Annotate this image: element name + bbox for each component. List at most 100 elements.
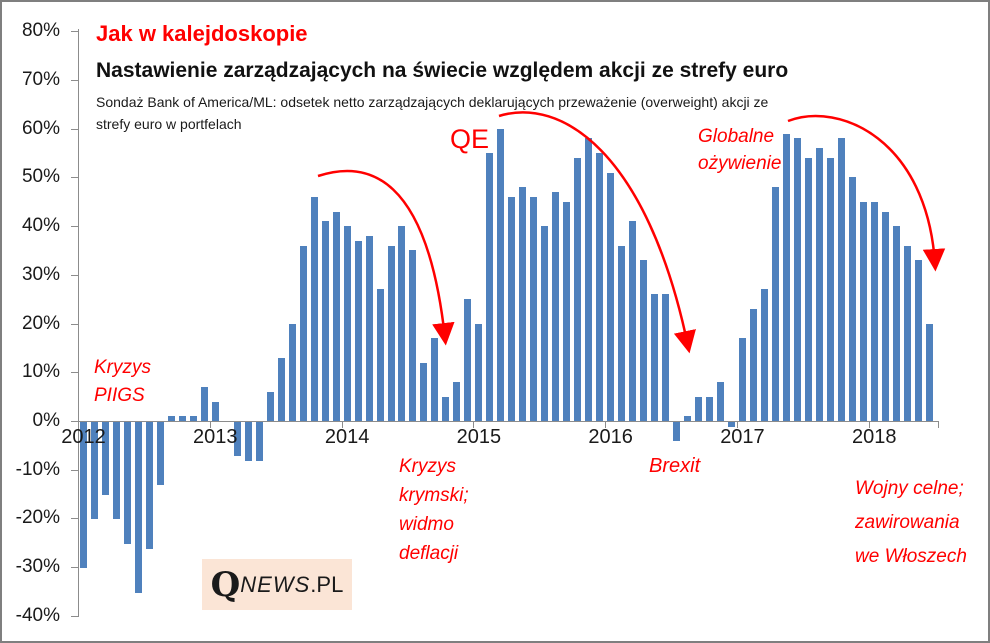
- chart-description-line: strefy euro w portfelach: [96, 116, 242, 132]
- bar: [101, 422, 109, 496]
- bar: [365, 235, 373, 421]
- annotation-wojny-celne: Wojny celne; zawirowania we Włoszech: [855, 472, 967, 574]
- bar: [793, 138, 801, 421]
- x-axis-year-label: 2015: [456, 426, 502, 448]
- bar: [178, 416, 186, 421]
- y-axis-label: 30%: [21, 263, 60, 285]
- bar: [607, 172, 615, 421]
- bar: [859, 201, 867, 421]
- bar: [815, 148, 823, 421]
- bar: [145, 422, 153, 549]
- bar: [541, 226, 549, 421]
- y-axis-tick: [71, 274, 78, 276]
- y-axis-label: 50%: [21, 166, 60, 188]
- bar: [870, 201, 878, 421]
- y-axis-tick: [71, 567, 78, 569]
- x-axis-tick: [473, 421, 475, 428]
- y-axis-tick: [71, 421, 78, 422]
- x-axis-year-label: 2012: [61, 426, 106, 448]
- annotation-line: zawirowania: [855, 512, 960, 533]
- arrow-brexit: [498, 111, 696, 354]
- bar: [310, 196, 318, 421]
- bar: [618, 245, 626, 421]
- y-axis-label: 80%: [21, 20, 60, 42]
- y-axis-tick: [71, 31, 78, 33]
- y-axis-label: -10%: [15, 458, 60, 480]
- annotation-line: widmo: [399, 514, 454, 535]
- bar: [156, 422, 164, 486]
- y-axis-line: [78, 29, 79, 617]
- bar: [90, 422, 98, 520]
- bar: [442, 396, 450, 421]
- bar: [629, 221, 637, 421]
- y-axis-label: -20%: [15, 507, 60, 529]
- bar: [288, 323, 296, 421]
- chart-description-line: Sondaż Bank of America/ML: odsetek netto…: [96, 94, 769, 110]
- annotation-line: PIIGS: [94, 385, 145, 406]
- bar: [475, 323, 483, 421]
- bar: [486, 153, 494, 421]
- x-axis-tick: [605, 421, 607, 428]
- bar: [211, 401, 219, 421]
- x-axis-line: [78, 421, 939, 422]
- bar: [321, 221, 329, 421]
- y-axis-label: 70%: [21, 68, 60, 90]
- bar: [782, 133, 790, 421]
- chart-description: Sondaż Bank of America/ML: odsetek netto…: [96, 91, 768, 135]
- bar: [684, 416, 692, 421]
- y-axis-label: 10%: [21, 361, 60, 383]
- x-axis-tick: [938, 421, 939, 428]
- annotation-line: we Włoszech: [855, 546, 967, 567]
- annotation-line: Wojny celne;: [855, 478, 964, 499]
- annotation-globalne-ozywienie: Globalne ożywienie: [698, 123, 781, 177]
- bar: [925, 323, 933, 421]
- qnews-logo-q: Q: [210, 564, 241, 605]
- annotation-line: Brexit: [649, 455, 701, 477]
- annotation-line: krymski;: [399, 485, 469, 506]
- annotation-line: ożywienie: [698, 153, 782, 174]
- annotation-line: QE: [450, 124, 490, 154]
- bar: [343, 226, 351, 421]
- bar: [376, 289, 384, 421]
- annotation-kryzys-piigs: Kryzys PIIGS: [94, 354, 151, 410]
- bar: [80, 422, 87, 569]
- bar: [189, 416, 197, 421]
- bar: [716, 382, 724, 421]
- y-axis-tick: [71, 226, 78, 228]
- annotation-line: deflacji: [399, 543, 459, 564]
- bar: [409, 250, 417, 421]
- qnews-logo-news: NEWS: [240, 571, 311, 597]
- bar: [585, 138, 593, 421]
- bar: [453, 382, 461, 421]
- bar: [673, 422, 681, 442]
- y-axis-tick: [71, 518, 78, 520]
- qnews-logo: Q NEWS .PL: [202, 559, 352, 610]
- y-axis-label: -30%: [15, 556, 60, 578]
- x-axis-year-label: 2018: [851, 426, 897, 448]
- bar: [596, 153, 604, 421]
- y-axis-tick: [71, 615, 78, 617]
- bar: [233, 422, 241, 457]
- bar: [727, 422, 735, 427]
- bar: [277, 357, 285, 421]
- bar: [574, 157, 582, 421]
- annotation-qe: QE: [450, 124, 489, 154]
- annotation-kryzys-krymski: Kryzys krymski; widmo deflacji: [399, 452, 469, 568]
- chart-title: Jak w kalejdoskopie: [96, 21, 308, 46]
- bar: [695, 396, 703, 421]
- bar: [771, 187, 779, 421]
- bar: [123, 422, 131, 544]
- bar: [112, 422, 120, 520]
- y-axis-tick: [71, 128, 78, 130]
- x-axis-year-label: 2017: [720, 426, 765, 448]
- bar: [167, 416, 175, 421]
- y-axis-tick: [71, 372, 78, 374]
- y-axis-label: -40%: [15, 604, 60, 626]
- bar: [914, 260, 922, 421]
- bar: [497, 128, 505, 421]
- bar: [892, 226, 900, 421]
- bar: [552, 192, 560, 421]
- chart-subtitle: Nastawienie zarządzających na świecie wz…: [96, 59, 789, 82]
- x-axis-tick: [868, 421, 870, 428]
- bar: [903, 245, 911, 421]
